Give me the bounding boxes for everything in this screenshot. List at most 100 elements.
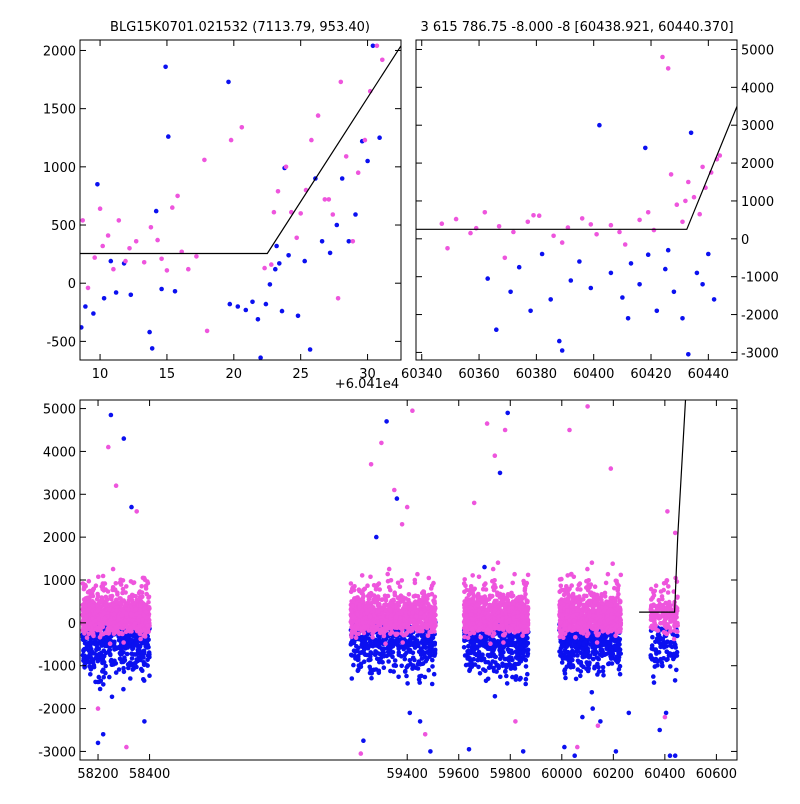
magenta-point	[511, 601, 516, 606]
blue-point	[415, 633, 420, 638]
blue-point	[154, 209, 159, 214]
magenta-point	[170, 205, 175, 210]
blue-point	[353, 656, 358, 661]
magenta-point	[87, 632, 92, 637]
magenta-point	[106, 233, 111, 238]
magenta-point	[512, 572, 517, 577]
x-tick-label: 60380	[516, 367, 557, 382]
magenta-point	[121, 610, 126, 615]
magenta-point	[432, 609, 437, 614]
magenta-point	[379, 597, 384, 602]
blue-point	[130, 656, 135, 661]
blue-point	[421, 638, 426, 643]
blue-point	[107, 675, 112, 680]
blue-point	[524, 677, 529, 682]
blue-point	[352, 648, 357, 653]
magenta-point	[146, 629, 151, 634]
magenta-point	[354, 635, 359, 640]
magenta-point	[700, 165, 705, 170]
magenta-point	[483, 210, 488, 215]
y-tick-label: -3000	[741, 346, 779, 361]
magenta-point	[120, 632, 125, 637]
blue-point	[357, 663, 362, 668]
blue-point	[565, 643, 570, 648]
blue-point	[689, 131, 694, 136]
blue-point	[589, 286, 594, 291]
magenta-point	[131, 581, 136, 586]
blue-point	[117, 638, 122, 643]
blue-point	[610, 650, 615, 655]
blue-point	[97, 675, 102, 680]
magenta-point	[473, 609, 478, 614]
magenta-point	[468, 231, 473, 236]
blue-point	[101, 675, 106, 680]
magenta-point	[349, 625, 354, 630]
magenta-point	[429, 586, 434, 591]
magenta-point	[138, 608, 143, 613]
blue-point	[486, 646, 491, 651]
magenta-point	[526, 220, 531, 225]
blue-point	[480, 641, 485, 646]
magenta-point	[380, 58, 385, 63]
blue-point	[429, 649, 434, 654]
magenta-point	[421, 589, 426, 594]
magenta-point	[481, 587, 486, 592]
blue-point	[562, 669, 567, 674]
magenta-point	[84, 624, 89, 629]
blue-point	[505, 681, 510, 686]
blue-point	[591, 650, 596, 655]
blue-point	[353, 212, 358, 217]
magenta-point	[468, 632, 473, 637]
magenta-point	[375, 620, 380, 625]
blue-point	[126, 666, 131, 671]
magenta-point	[309, 138, 314, 143]
magenta-point	[406, 600, 411, 605]
blue-point	[236, 304, 241, 309]
magenta-point	[383, 603, 388, 608]
blue-point	[296, 314, 301, 319]
magenta-point	[370, 635, 375, 640]
magenta-point	[470, 591, 475, 596]
blue-point	[388, 652, 393, 657]
magenta-point	[424, 618, 429, 623]
blue-point	[491, 659, 496, 664]
magenta-point	[686, 180, 691, 185]
magenta-point	[500, 623, 505, 628]
magenta-point	[531, 213, 536, 218]
magenta-point	[416, 594, 421, 599]
magenta-point	[351, 239, 356, 244]
magenta-point	[418, 626, 423, 631]
blue-point	[134, 665, 139, 670]
x-tick-label: 60360	[458, 367, 499, 382]
blue-point	[422, 651, 427, 656]
blue-point	[565, 664, 570, 669]
blue-point	[609, 646, 614, 651]
blue-point	[371, 644, 376, 649]
blue-point	[264, 302, 269, 307]
magenta-point	[186, 267, 191, 272]
panel-title: 3 615 786.75 -8.000 -8 [60438.921, 60440…	[420, 20, 733, 35]
magenta-point	[395, 601, 400, 606]
blue-point	[478, 671, 483, 676]
magenta-point	[142, 628, 147, 633]
blue-point	[228, 302, 233, 307]
blue-point	[128, 660, 133, 665]
magenta-point	[327, 197, 332, 202]
blue-point	[583, 654, 588, 659]
magenta-point	[98, 206, 103, 211]
magenta-point	[102, 611, 107, 616]
blue-point	[145, 658, 150, 663]
blue-point	[626, 316, 631, 321]
magenta-point	[433, 623, 438, 628]
magenta-point	[94, 583, 99, 588]
magenta-point	[396, 581, 401, 586]
blue-point	[328, 251, 333, 256]
magenta-point	[551, 234, 556, 239]
magenta-point	[471, 617, 476, 622]
magenta-point	[350, 587, 355, 592]
blue-point	[147, 330, 152, 335]
magenta-point	[367, 592, 372, 597]
magenta-point	[429, 621, 434, 626]
blue-point	[368, 671, 373, 676]
magenta-point	[486, 627, 491, 632]
